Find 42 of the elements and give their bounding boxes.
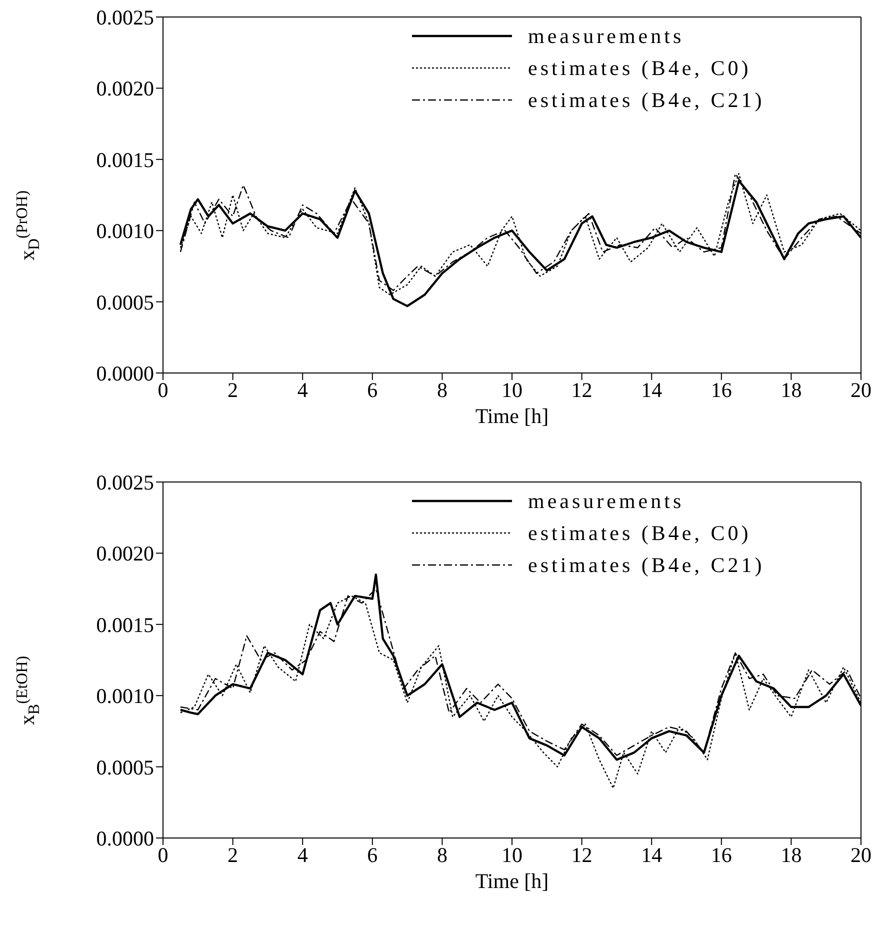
x-tick-label: 20 <box>850 842 872 867</box>
x-tick-label: 10 <box>502 378 522 402</box>
x-tick-label: 14 <box>641 378 663 402</box>
x-tick-label: 18 <box>780 842 802 867</box>
x-tick-label: 4 <box>297 842 308 867</box>
y-tick-label: 0.0000 <box>96 826 154 850</box>
x-tick-label: 6 <box>367 378 378 402</box>
x-tick-label: 16 <box>710 842 732 867</box>
x-tick-label: 0 <box>158 378 168 402</box>
x-tick-label: 16 <box>710 378 732 402</box>
x-axis-title: Time [h] <box>475 404 549 428</box>
x-axis-title: Time [h] <box>475 869 549 893</box>
y-tick-label: 0.0015 <box>96 148 154 172</box>
legend-label: estimates (B4e, C0) <box>528 521 752 545</box>
legend-label: estimates (B4e, C21) <box>528 88 765 112</box>
x-tick-label: 12 <box>571 378 592 402</box>
y-tick-label: 0.0020 <box>96 76 154 101</box>
x-tick-label: 18 <box>780 378 802 402</box>
legend-label: estimates (B4e, C21) <box>528 553 765 577</box>
x-tick-label: 6 <box>367 842 378 867</box>
y-tick-label: 0.0025 <box>96 5 154 30</box>
legend-label: measurements <box>528 24 684 48</box>
legend-label: estimates (B4e, C0) <box>528 56 752 80</box>
x-tick-label: 12 <box>571 842 592 867</box>
x-tick-label: 2 <box>228 378 238 402</box>
y-tick-label: 0.0015 <box>96 612 154 637</box>
x-tick-label: 10 <box>502 842 522 867</box>
y-tick-label: 0.0020 <box>96 542 154 566</box>
y-tick-label: 0.0005 <box>96 290 154 314</box>
x-tick-label: 4 <box>297 378 308 402</box>
y-tick-label: 0.0010 <box>96 684 154 708</box>
x-tick-label: 14 <box>641 842 663 867</box>
x-tick-label: 8 <box>436 378 448 402</box>
y-tick-label: 0.0005 <box>96 755 154 780</box>
x-tick-label: 8 <box>436 842 448 867</box>
y-tick-label: 0.0025 <box>96 470 154 494</box>
x-tick-label: 0 <box>158 842 168 867</box>
legend-label: measurements <box>528 489 684 513</box>
x-tick-label: 2 <box>228 842 238 867</box>
y-tick-label: 0.0000 <box>96 361 154 386</box>
y-tick-label: 0.0010 <box>96 219 154 244</box>
x-tick-label: 20 <box>850 378 872 402</box>
